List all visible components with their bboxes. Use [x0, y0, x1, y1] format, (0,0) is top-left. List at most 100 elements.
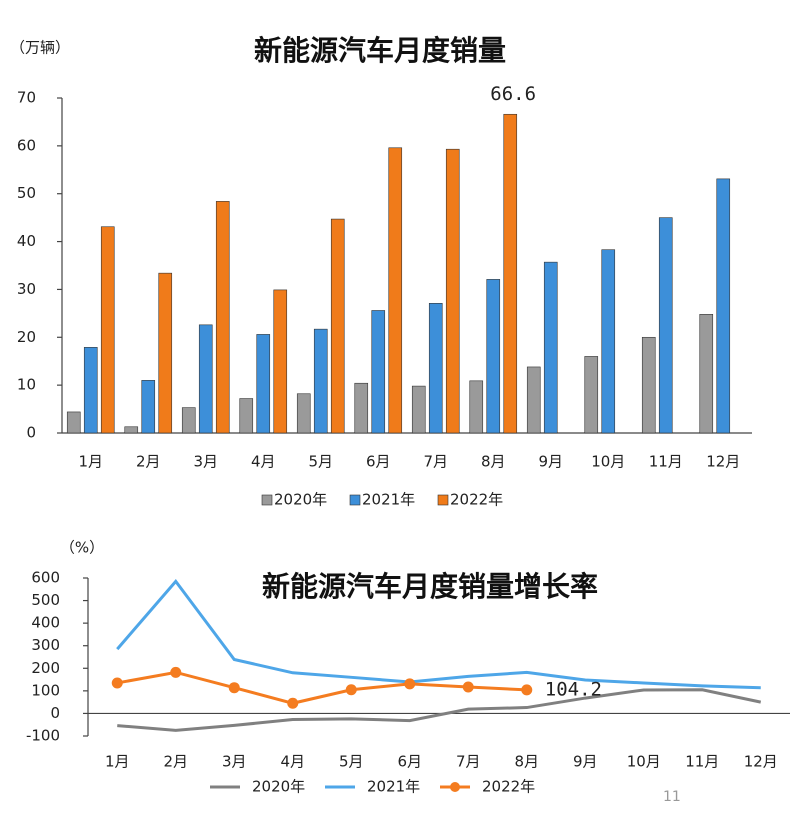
y-tick-label: 10	[17, 376, 36, 394]
x-tick-label: 1月	[105, 753, 130, 771]
x-tick-label: 11月	[685, 753, 719, 771]
x-tick-label: 3月	[222, 753, 247, 771]
annotation: 104.2	[545, 678, 602, 700]
bar	[158, 272, 173, 434]
page-number: 11	[663, 789, 681, 805]
y-axis-label: （%）	[60, 539, 104, 557]
x-tick-label: 8月	[514, 753, 539, 771]
bar	[296, 393, 311, 434]
chart-title: 新能源汽车月度销量增长率	[262, 570, 598, 603]
legend-label: 2022年	[450, 491, 503, 509]
legend-label: 2021年	[367, 778, 420, 796]
bar	[411, 385, 426, 434]
bar	[584, 356, 599, 434]
x-tick-label: 6月	[366, 453, 391, 471]
bar	[469, 380, 484, 434]
y-tick-label: 60	[17, 136, 36, 154]
legend-marker	[450, 782, 460, 792]
y-tick-label: 600	[31, 569, 60, 587]
bar	[388, 147, 403, 434]
x-tick-label: 5月	[308, 453, 333, 471]
x-tick-label: 11月	[649, 453, 683, 471]
line	[116, 578, 761, 690]
bar	[428, 303, 443, 434]
y-tick-label: 0	[26, 424, 36, 442]
bar	[445, 148, 460, 434]
y-tick-label: 40	[17, 232, 36, 250]
marker	[462, 681, 474, 693]
y-tick-label: 0	[50, 704, 60, 722]
legend-swatch	[261, 494, 273, 506]
x-tick-label: 4月	[280, 753, 305, 771]
marker	[287, 697, 299, 709]
x-tick-label: 3月	[193, 453, 218, 471]
y-tick-label: 500	[31, 591, 60, 609]
y-tick-label: 100	[31, 681, 60, 699]
y-tick-label: 50	[17, 184, 36, 202]
bar	[601, 249, 616, 434]
bar	[83, 347, 98, 434]
line	[116, 670, 527, 705]
legend-swatch	[437, 494, 449, 506]
bar	[658, 217, 673, 434]
bar	[526, 366, 541, 434]
annotation: 66.6	[490, 83, 536, 105]
chart-title: 新能源汽车月度销量	[254, 34, 506, 67]
bar	[641, 336, 656, 434]
bar	[716, 178, 731, 434]
bar	[503, 113, 518, 434]
marker	[111, 677, 123, 689]
marker	[345, 684, 357, 696]
bar	[256, 334, 271, 434]
bar	[181, 407, 196, 434]
x-tick-label: 9月	[538, 453, 563, 471]
bar	[141, 380, 156, 434]
legend-swatch	[349, 494, 361, 506]
legend-label: 2021年	[362, 491, 415, 509]
bar	[273, 289, 288, 434]
x-tick-label: 10月	[627, 753, 661, 771]
x-tick-label: 12月	[744, 753, 778, 771]
bar	[371, 310, 386, 434]
y-tick-label: 300	[31, 636, 60, 654]
x-tick-label: 9月	[573, 753, 598, 771]
bar	[699, 314, 714, 434]
bar	[486, 279, 501, 434]
legend-label: 2020年	[274, 491, 327, 509]
x-tick-label: 4月	[251, 453, 276, 471]
legend-label: 2022年	[482, 778, 535, 796]
marker	[228, 682, 240, 694]
bar	[215, 201, 230, 434]
x-tick-label: 8月	[481, 453, 506, 471]
y-tick-label: -100	[26, 727, 60, 745]
x-tick-label: 10月	[591, 453, 625, 471]
y-tick-label: 20	[17, 328, 36, 346]
x-tick-label: 6月	[397, 753, 422, 771]
marker	[521, 684, 533, 696]
y-tick-label: 30	[17, 280, 36, 298]
bar	[354, 382, 369, 434]
bar	[124, 426, 139, 434]
bar	[198, 324, 213, 434]
x-tick-label: 12月	[706, 453, 740, 471]
bar	[543, 261, 558, 434]
y-axis-label: （万辆）	[10, 39, 70, 57]
y-tick-label: 70	[17, 89, 36, 107]
bar	[313, 328, 328, 434]
line	[117, 688, 762, 732]
marker	[404, 678, 416, 690]
x-tick-label: 5月	[339, 753, 364, 771]
y-tick-label: 400	[31, 614, 60, 632]
y-tick-label: 200	[31, 659, 60, 677]
bar	[66, 411, 81, 434]
x-tick-label: 2月	[163, 753, 188, 771]
bar	[239, 398, 254, 434]
x-tick-label: 7月	[456, 753, 481, 771]
x-tick-label: 7月	[423, 453, 448, 471]
x-tick-label: 2月	[136, 453, 161, 471]
bar	[330, 218, 345, 434]
marker	[170, 666, 182, 678]
x-tick-label: 1月	[78, 453, 103, 471]
legend-label: 2020年	[252, 778, 305, 796]
